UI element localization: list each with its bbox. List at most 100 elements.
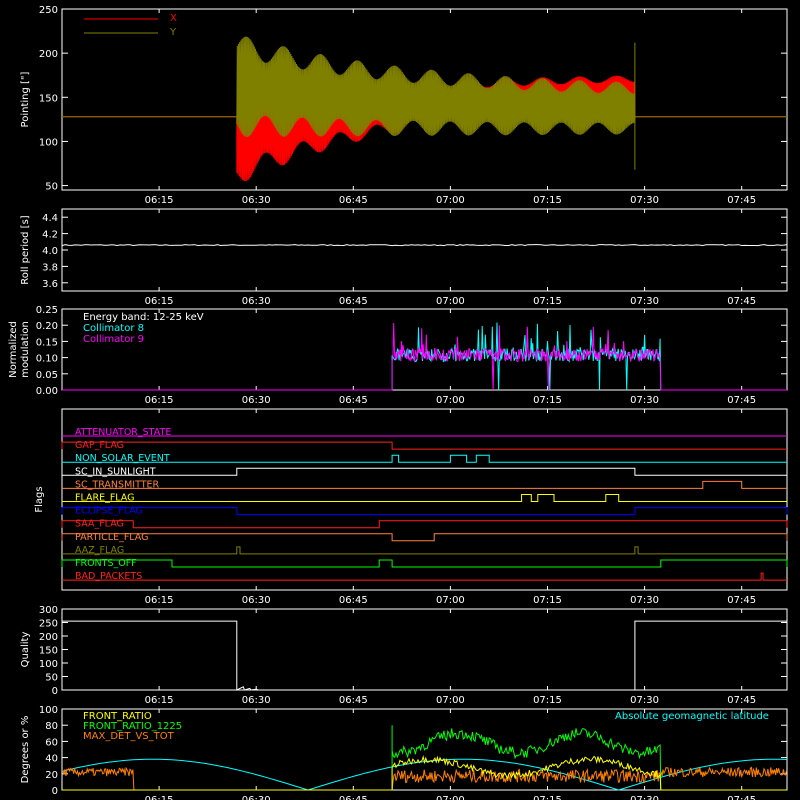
x-tick-label: 07:30 [630,195,659,206]
y-tick-label: 60 [45,737,58,748]
series-line-y [62,36,787,138]
flag-label-sc-in-sunlight: SC_IN_SUNLIGHT [75,466,156,477]
y-tick-label: 300 [39,605,58,616]
x-tick-label: 07:15 [533,296,562,307]
flag-line-gap-flag [61,441,787,450]
x-tick-label: 07:30 [630,695,659,706]
y-tick-label: 0.10 [36,354,58,365]
flag-label-flare-flag: FLARE_FLAG [75,493,135,504]
x-tick-label: 06:15 [145,595,174,606]
front-ratio-1225-line [62,725,787,791]
panel-6: 06:15 06:30 06:45 07:00 07:15 07:30 07:45 0 20 40… [20,705,788,800]
x-tick-label: 07:15 [533,395,562,406]
y-tick-label: 0 [52,786,58,797]
y-tick-label: 4.2 [42,230,58,241]
y-tick-label: 150 [39,646,58,657]
quality-line [62,620,787,691]
x-tick-label: 07:30 [630,795,659,800]
legend-entry: FRONT_RATIO_1225 [83,721,182,732]
panel-frame [61,308,788,391]
x-tick-label: 07:00 [436,395,465,406]
y-tick-label: 250 [39,619,58,630]
y-tick-label: 0.20 [36,321,58,332]
x-tick-label: 07:00 [436,695,465,706]
y-tick-label: 100 [39,137,58,148]
x-tick-label: 06:30 [242,395,271,406]
x-tick-label: 06:30 [242,595,271,606]
y-tick-label: 80 [45,721,58,732]
y-tick-label: 50 [45,673,58,684]
x-tick-label: 07:15 [533,695,562,706]
y-axis-label: Pointing ["] [20,71,31,127]
x-tick-label: 06:15 [145,296,174,307]
flag-label-aaz-flag: AAZ_FLAG [75,545,124,556]
legend-entry-latitude: Absolute geomagnetic latitude [615,711,769,722]
x-tick-label: 07:45 [727,595,756,606]
flag-label-particle-flag: PARTICLE_FLAG [75,532,148,543]
x-tick-label: 07:45 [727,195,756,206]
panel-frame [61,208,788,292]
panel-frame [61,8,788,191]
x-tick-label: 07:30 [630,296,659,307]
flag-label-gap-flag: GAP_FLAG [75,440,124,451]
flag-label-eclipse-flag: ECLIPSE_FLAG [75,506,143,517]
x-tick-label: 06:45 [339,195,368,206]
y-tick-label: 250 [39,5,58,16]
y-tick-label: 150 [39,93,58,104]
legend-entry: FRONT_RATIO [83,711,152,722]
panel-4: 06:15 06:30 06:45 07:00 07:15 07:30 07:45 Flags… [34,408,788,606]
x-tick-label: 07:00 [436,195,465,206]
legend-entry: Collimator 9 [83,334,144,345]
roll-period-line [61,244,788,247]
y-tick-label: 200 [39,632,58,643]
front-ratio-line [62,755,787,791]
modulation-line-collimator-9 [62,322,787,391]
flag-label-bad-packets: BAD_PACKETS [75,571,142,582]
x-tick-label: 06:15 [145,695,174,706]
x-tick-label: 07:30 [630,595,659,606]
y-tick-label: 3.8 [42,262,58,273]
x-tick-label: 07:00 [436,296,465,307]
x-tick-label: 06:30 [242,195,271,206]
flag-line-particle-flag [61,533,788,542]
legend-label-y: Y [169,27,177,38]
y-axis-label: modulation [20,321,31,378]
y-tick-label: 20 [45,770,58,781]
y-tick-label: 3.6 [42,279,58,290]
flag-line-fronts-off [61,559,788,568]
flag-label-sc-transmitter: SC_TRANSMITTER [75,479,160,490]
y-tick-label: 0.25 [36,305,58,316]
flag-label-saa-flag: SAA_FLAG [75,519,124,530]
max-det-vs-tot-line [61,766,787,791]
x-tick-label: 06:15 [145,795,174,800]
x-tick-label: 06:45 [339,795,368,800]
x-tick-label: 07:00 [436,595,465,606]
panel-2: 06:15 06:30 06:45 07:00 07:15 07:30 07:45 3.6 3.… [20,208,788,307]
y-axis-label: Roll period [s] [20,215,31,284]
y-tick-label: 100 [39,705,58,716]
x-tick-label: 07:45 [727,795,756,800]
flag-line-eclipse-flag [61,507,788,516]
y-tick-label: 0.00 [36,386,58,397]
panel-3: 06:15 06:30 06:45 07:00 07:15 07:30 07:45 0.00 0… [8,305,788,406]
x-tick-label: 07:45 [727,695,756,706]
panel-1: 06:15 06:30 06:45 07:00 07:15 07:30 07:45 50 100… [20,5,788,206]
y-tick-label: 100 [39,659,58,670]
x-tick-label: 07:15 [533,795,562,800]
x-tick-label: 06:15 [145,195,174,206]
x-tick-label: 07:00 [436,795,465,800]
flag-line-bad-packets [62,572,787,581]
flag-line-flare-flag [62,494,787,502]
flag-line-non-solar-event [62,454,787,463]
flag-line-sc-in-sunlight [62,467,787,476]
flag-label-attenuator-state: ATTENUATOR_STATE [75,427,171,438]
x-tick-label: 06:30 [242,795,271,800]
y-tick-label: 0.05 [36,370,58,381]
x-tick-label: 07:15 [533,595,562,606]
x-tick-label: 07:45 [727,296,756,307]
x-tick-label: 06:45 [339,595,368,606]
panel-frame [61,708,788,791]
y-tick-label: 50 [45,182,58,193]
x-tick-label: 06:30 [242,296,271,307]
